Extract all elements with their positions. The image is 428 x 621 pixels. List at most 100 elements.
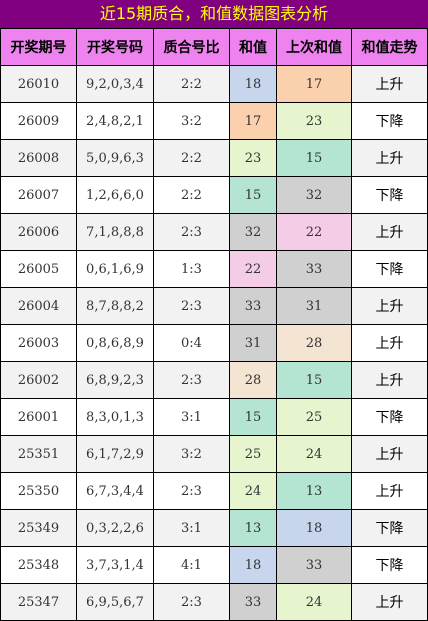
cell-ratio: 2:3 <box>153 213 230 251</box>
cell-sum: 17 <box>229 102 277 140</box>
cell-trend: 下降 <box>351 509 428 547</box>
cell-period: 26001 <box>0 398 77 436</box>
cell-sum: 33 <box>229 287 277 325</box>
table-row: 26002 6,8,9,2,3 2:3 28 15 上升 <box>0 361 428 399</box>
cell-period: 26010 <box>0 65 77 103</box>
cell-numbers: 8,7,8,8,2 <box>76 287 154 325</box>
cell-numbers: 3,7,3,1,4 <box>76 546 154 584</box>
cell-period: 26006 <box>0 213 77 251</box>
cell-ratio: 1:3 <box>153 250 230 288</box>
cell-ratio: 4:1 <box>153 546 230 584</box>
cell-trend: 下降 <box>351 102 428 140</box>
cell-prev-sum: 15 <box>276 361 352 399</box>
cell-ratio: 2:2 <box>153 65 230 103</box>
cell-numbers: 1,2,6,6,0 <box>76 176 154 214</box>
cell-trend: 上升 <box>351 435 428 473</box>
table-row: 26005 0,6,1,6,9 1:3 22 33 下降 <box>0 250 428 288</box>
cell-prev-sum: 31 <box>276 287 352 325</box>
cell-trend: 下降 <box>351 250 428 288</box>
cell-prev-sum: 28 <box>276 324 352 362</box>
cell-numbers: 6,9,5,6,7 <box>76 583 154 621</box>
cell-trend: 下降 <box>351 546 428 584</box>
cell-numbers: 0,6,1,6,9 <box>76 250 154 288</box>
cell-ratio: 3:1 <box>153 509 230 547</box>
table-row: 26003 0,8,6,8,9 0:4 31 28 上升 <box>0 324 428 362</box>
cell-sum: 28 <box>229 361 277 399</box>
cell-numbers: 6,7,3,4,4 <box>76 472 154 510</box>
cell-trend: 下降 <box>351 176 428 214</box>
cell-numbers: 9,2,0,3,4 <box>76 65 154 103</box>
cell-sum: 18 <box>229 546 277 584</box>
page-title: 近15期质合，和值数据图表分析 <box>0 0 428 28</box>
cell-numbers: 0,3,2,2,6 <box>76 509 154 547</box>
table-row: 26007 1,2,6,6,0 2:2 15 32 下降 <box>0 176 428 214</box>
cell-sum: 15 <box>229 398 277 436</box>
table-row: 26010 9,2,0,3,4 2:2 18 17 上升 <box>0 65 428 103</box>
table-row: 26009 2,4,8,2,1 3:2 17 23 下降 <box>0 102 428 140</box>
cell-sum: 15 <box>229 176 277 214</box>
cell-numbers: 6,1,7,2,9 <box>76 435 154 473</box>
table-row: 26001 8,3,0,1,3 3:1 15 25 下降 <box>0 398 428 436</box>
cell-ratio: 0:4 <box>153 324 230 362</box>
cell-period: 26007 <box>0 176 77 214</box>
cell-sum: 23 <box>229 139 277 177</box>
cell-period: 26003 <box>0 324 77 362</box>
cell-period: 26002 <box>0 361 77 399</box>
header-row: 开奖期号 开奖号码 质合号比 和值 上次和值 和值走势 <box>0 28 428 66</box>
cell-numbers: 8,3,0,1,3 <box>76 398 154 436</box>
cell-period: 26004 <box>0 287 77 325</box>
cell-prev-sum: 13 <box>276 472 352 510</box>
cell-prev-sum: 33 <box>276 250 352 288</box>
cell-ratio: 2:3 <box>153 287 230 325</box>
cell-numbers: 0,8,6,8,9 <box>76 324 154 362</box>
cell-ratio: 3:1 <box>153 398 230 436</box>
cell-prev-sum: 32 <box>276 176 352 214</box>
cell-numbers: 5,0,9,6,3 <box>76 139 154 177</box>
cell-period: 25347 <box>0 583 77 621</box>
cell-ratio: 2:3 <box>153 472 230 510</box>
table-row: 26006 7,1,8,8,8 2:3 32 22 上升 <box>0 213 428 251</box>
cell-trend: 上升 <box>351 65 428 103</box>
cell-period: 25350 <box>0 472 77 510</box>
table-row: 25350 6,7,3,4,4 2:3 24 13 上升 <box>0 472 428 510</box>
cell-trend: 上升 <box>351 139 428 177</box>
cell-prev-sum: 15 <box>276 139 352 177</box>
cell-period: 26008 <box>0 139 77 177</box>
cell-prev-sum: 18 <box>276 509 352 547</box>
cell-trend: 上升 <box>351 583 428 621</box>
header-period: 开奖期号 <box>0 28 77 66</box>
cell-sum: 24 <box>229 472 277 510</box>
cell-sum: 22 <box>229 250 277 288</box>
cell-numbers: 2,4,8,2,1 <box>76 102 154 140</box>
header-ratio: 质合号比 <box>153 28 230 66</box>
cell-trend: 上升 <box>351 472 428 510</box>
table-row: 26004 8,7,8,8,2 2:3 33 31 上升 <box>0 287 428 325</box>
cell-prev-sum: 24 <box>276 435 352 473</box>
header-numbers: 开奖号码 <box>76 28 154 66</box>
cell-ratio: 3:2 <box>153 435 230 473</box>
cell-trend: 上升 <box>351 324 428 362</box>
cell-prev-sum: 33 <box>276 546 352 584</box>
cell-prev-sum: 17 <box>276 65 352 103</box>
cell-sum: 13 <box>229 509 277 547</box>
cell-sum: 32 <box>229 213 277 251</box>
table-row: 25348 3,7,3,1,4 4:1 18 33 下降 <box>0 546 428 584</box>
cell-period: 25349 <box>0 509 77 547</box>
cell-period: 25351 <box>0 435 77 473</box>
cell-ratio: 3:2 <box>153 102 230 140</box>
cell-period: 26009 <box>0 102 77 140</box>
cell-ratio: 2:3 <box>153 361 230 399</box>
table-body: 26010 9,2,0,3,4 2:2 18 17 上升 26009 2,4,8,2,1 3:2… <box>0 65 428 621</box>
cell-prev-sum: 24 <box>276 583 352 621</box>
table-row: 25351 6,1,7,2,9 3:2 25 24 上升 <box>0 435 428 473</box>
cell-sum: 25 <box>229 435 277 473</box>
header-prev-sum: 上次和值 <box>276 28 352 66</box>
table-row: 26008 5,0,9,6,3 2:2 23 15 上升 <box>0 139 428 177</box>
cell-prev-sum: 23 <box>276 102 352 140</box>
cell-trend: 上升 <box>351 213 428 251</box>
analysis-table: 开奖期号 开奖号码 质合号比 和值 上次和值 和值走势 26010 9,2,0,3… <box>0 28 428 621</box>
cell-trend: 上升 <box>351 361 428 399</box>
cell-trend: 下降 <box>351 398 428 436</box>
table-row: 25347 6,9,5,6,7 2:3 33 24 上升 <box>0 583 428 621</box>
header-sum: 和值 <box>229 28 277 66</box>
